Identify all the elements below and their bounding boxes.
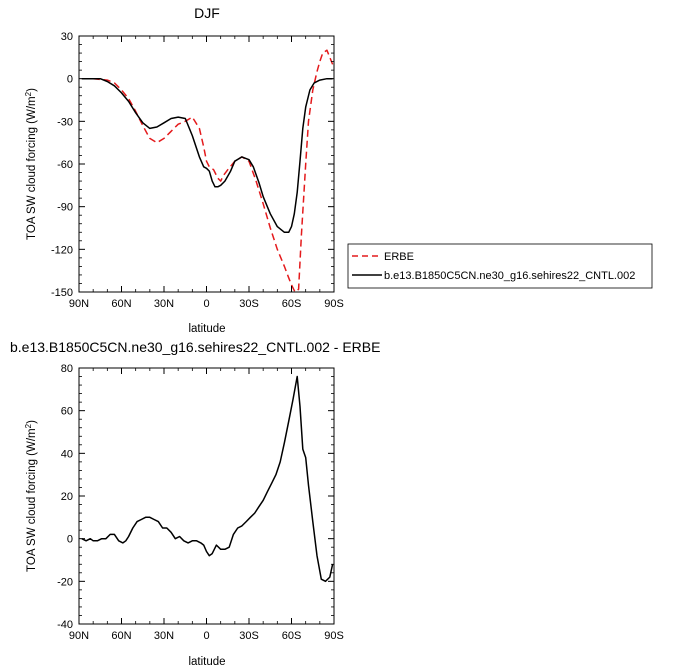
top-ytick-label: 30: [61, 31, 73, 43]
top-ytick-label: -30: [57, 116, 73, 128]
bottom-ytick-label: 80: [61, 363, 73, 375]
bottom-xtick-label: 60N: [111, 630, 131, 642]
top-ytick-label: 0: [67, 74, 73, 86]
top-xtick-label: 60S: [282, 298, 302, 310]
bottom-chart-title: b.e13.B1850C5CN.ne30_g16.sehires22_CNTL.…: [10, 339, 380, 355]
bottom-plot-frame: [78, 367, 335, 625]
top-series-erbe-line: [81, 49, 334, 293]
bottom-xtick-label: 30S: [239, 630, 259, 642]
top-xtick-label: 30N: [154, 298, 174, 310]
top-ytick-label: -120: [51, 244, 73, 256]
top-series-line-model: [81, 77, 333, 234]
top-chart-title: DJF: [194, 5, 220, 21]
top-xtick-label: 0: [203, 298, 209, 310]
top-series-line-erbe: [81, 49, 334, 293]
bottom-xtick-label: 60S: [282, 630, 302, 642]
top-ticks: 90N 60N 30N 0 30S 60S 90S 30 0 -30 -60 -90 -120 -150: [51, 31, 344, 310]
legend: ERBE b.e13.B1850C5CN.ne30_g16.sehires22_…: [347, 243, 653, 289]
bottom-xtick-label: 0: [203, 630, 209, 642]
bottom-xtick-label: 90N: [69, 630, 89, 642]
top-x-axis-label: latitude: [188, 323, 225, 335]
top-xtick-label: 60N: [111, 298, 131, 310]
bottom-xtick-label: 90S: [324, 630, 344, 642]
top-y-axis-label: TOA SW cloud forcing (W/m2): [24, 88, 38, 240]
bottom-y-axis-label: TOA SW cloud forcing (W/m2): [24, 420, 38, 572]
top-xtick-label: 90S: [324, 298, 344, 310]
legend-box: [347, 243, 653, 289]
bottom-ytick-label: 40: [61, 448, 73, 460]
top-panel-djf: DJF latitude TOA SW cloud forcing (W/m2)…: [24, 5, 653, 335]
top-series-model-line: [81, 77, 333, 234]
top-xtick-label: 90N: [69, 298, 89, 310]
top-ytick-label: -90: [57, 202, 73, 214]
bottom-ticks: 90N 60N 30N 0 30S 60S 90S 80 60 40 20 0 -20 -40: [57, 363, 344, 642]
bottom-series-line-difference: [81, 375, 334, 583]
bottom-ytick-label: -20: [57, 576, 73, 588]
bottom-panel-difference: b.e13.B1850C5CN.ne30_g16.sehires22_CNTL.…: [10, 339, 380, 668]
top-plot-frame: [78, 35, 335, 293]
bottom-ytick-label: -40: [57, 619, 73, 631]
legend-erbe-label: ERBE: [384, 251, 414, 263]
top-xtick-label: 30S: [239, 298, 259, 310]
bottom-xtick-label: 30N: [154, 630, 174, 642]
bottom-series-difference-line: [81, 375, 334, 583]
bottom-ytick-label: 20: [61, 491, 73, 503]
bottom-ytick-label: 60: [61, 406, 73, 418]
top-ytick-label: -150: [51, 287, 73, 299]
top-ytick-label: -60: [57, 159, 73, 171]
bottom-ytick-label: 0: [67, 534, 73, 546]
legend-model-label: b.e13.B1850C5CN.ne30_g16.sehires22_CNTL.…: [384, 270, 635, 282]
bottom-x-axis-label: latitude: [188, 656, 225, 668]
